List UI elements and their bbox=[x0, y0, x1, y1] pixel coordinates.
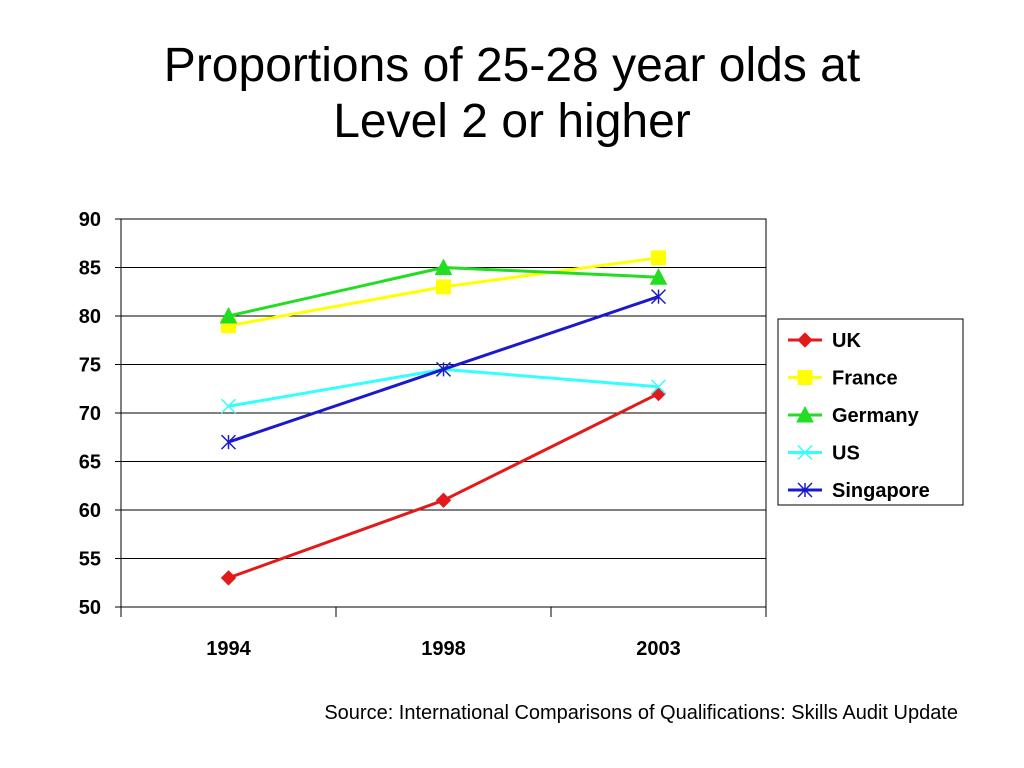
data-point-us bbox=[650, 379, 667, 395]
legend-box bbox=[777, 318, 964, 506]
y-tick-label: 80 bbox=[79, 306, 101, 328]
legend-marker-france bbox=[797, 370, 813, 385]
plot-area-frame bbox=[120, 218, 767, 608]
data-point-france bbox=[651, 250, 666, 266]
y-tick-label: 70 bbox=[79, 403, 101, 425]
data-point-uk bbox=[220, 570, 237, 586]
y-tick-label: 65 bbox=[79, 452, 101, 474]
y-tick-label: 75 bbox=[79, 355, 101, 377]
data-point-singapore bbox=[435, 361, 452, 377]
data-point-germany bbox=[649, 268, 668, 285]
y-tick-label: 50 bbox=[79, 597, 101, 619]
legend-label-germany: Germany bbox=[832, 405, 920, 427]
data-point-germany bbox=[434, 258, 453, 275]
data-point-france bbox=[436, 279, 451, 295]
y-tick-label: 85 bbox=[79, 258, 101, 280]
data-point-us bbox=[220, 398, 237, 414]
data-point-singapore bbox=[220, 434, 237, 450]
slide-title-line-1: Proportions of 25-28 year olds at bbox=[163, 39, 861, 92]
y-tick-label: 60 bbox=[79, 500, 101, 522]
y-tick-label: 90 bbox=[79, 209, 101, 231]
legend-label-us: US bbox=[832, 443, 860, 465]
data-point-singapore bbox=[650, 289, 667, 305]
slide-title: Proportions of 25-28 year olds at Level … bbox=[0, 38, 1024, 150]
y-tick-label: 55 bbox=[79, 549, 101, 571]
source-note: Source: International Comparisons of Qua… bbox=[324, 702, 958, 724]
legend-label-uk: UK bbox=[832, 330, 861, 352]
legend-marker-us bbox=[797, 444, 813, 461]
legend-marker-germany bbox=[796, 405, 814, 423]
data-point-germany bbox=[219, 306, 238, 324]
legend-label-france: France bbox=[832, 368, 898, 390]
legend-marker-uk bbox=[797, 332, 813, 348]
x-tick-label: 1994 bbox=[206, 638, 251, 660]
slide-title-line-2: Level 2 or higher bbox=[333, 95, 691, 148]
x-tick-label: 1998 bbox=[421, 638, 466, 660]
data-point-uk bbox=[435, 492, 452, 509]
legend-marker-singapore bbox=[797, 482, 813, 498]
data-point-uk bbox=[650, 385, 667, 402]
x-tick-label: 2003 bbox=[636, 638, 681, 660]
legend-label-singapore: Singapore bbox=[832, 480, 930, 502]
